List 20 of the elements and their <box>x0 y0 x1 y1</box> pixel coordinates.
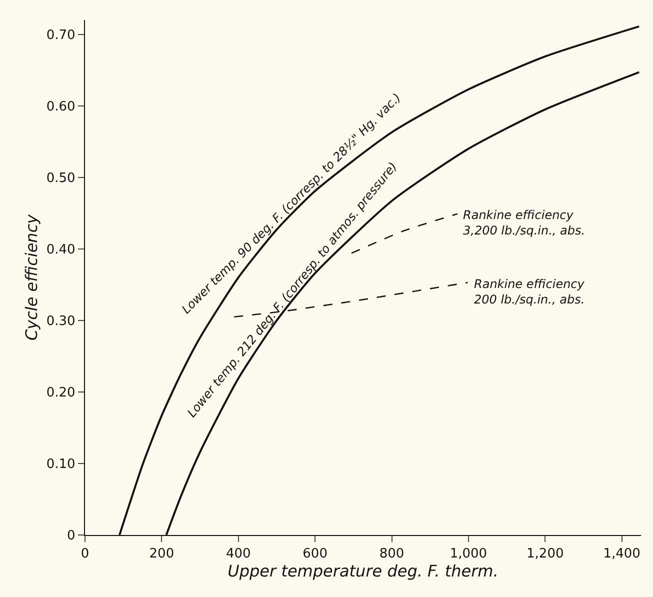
y-tick-label: 0.40 <box>46 242 76 258</box>
y-tick-label: 0.70 <box>46 28 76 43</box>
y-tick-label: 0.30 <box>46 314 76 329</box>
x-tick-label: 600 <box>302 546 328 562</box>
y-tick-label: 0.50 <box>46 170 76 186</box>
series-label: Rankine efficiency 3,200 lb./sq.in., abs. <box>463 208 586 238</box>
series-label: Rankine efficiency 200 lb./sq.in., abs. <box>474 277 586 307</box>
y-tick-label: 0 <box>67 528 76 544</box>
y-tick-label: 0.20 <box>46 385 76 400</box>
x-tick-label: 0 <box>80 546 90 562</box>
x-tick-label: 1,000 <box>450 546 488 562</box>
y-tick-label: 0.10 <box>46 457 76 472</box>
y-axis-title: Cycle efficiency <box>22 214 42 341</box>
y-tick-label: 0.60 <box>46 99 76 114</box>
x-axis-title: Upper temperature deg. F. therm. <box>228 562 498 581</box>
x-tick-label: 1,200 <box>526 546 564 562</box>
x-tick-label: 1,400 <box>603 546 640 562</box>
x-tick-label: 800 <box>379 546 404 562</box>
x-tick-label: 400 <box>226 546 251 562</box>
x-tick-label: 200 <box>149 546 174 562</box>
